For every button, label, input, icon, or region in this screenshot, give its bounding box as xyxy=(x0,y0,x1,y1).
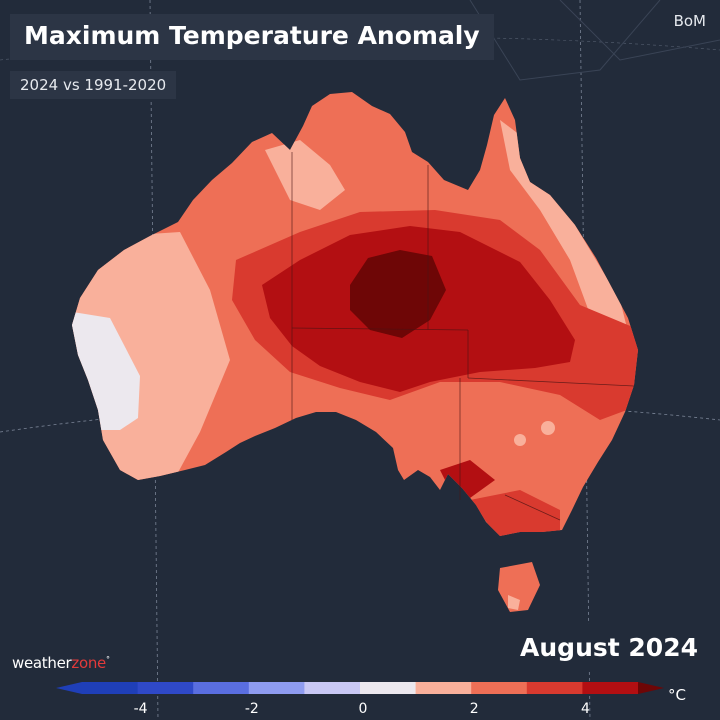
zone-central-5-plus xyxy=(350,250,446,338)
legend-bin xyxy=(248,682,305,694)
legend-bin xyxy=(137,682,194,694)
state-borders xyxy=(291,152,635,521)
legend-bin xyxy=(471,682,528,694)
legend-bin xyxy=(360,682,417,694)
data-source-label: BoM xyxy=(673,12,706,30)
zone-pocket xyxy=(514,434,526,446)
legend-unit: °C xyxy=(668,686,686,704)
legend-tick-label: -2 xyxy=(245,701,259,717)
legend-bin xyxy=(193,682,250,694)
zone-south-3-4 xyxy=(470,490,560,536)
legend-tick-label: 0 xyxy=(359,701,368,717)
legend-arrow-high xyxy=(638,682,664,694)
zone-west-1-2 xyxy=(72,232,230,500)
legend-ticks: -4 -2 0 2 4 xyxy=(134,701,590,717)
tasmania-zone xyxy=(508,595,520,610)
color-legend: -4 -2 0 2 4 xyxy=(56,682,664,717)
map-subtitle: 2024 vs 1991-2020 xyxy=(10,71,177,99)
legend-bin xyxy=(304,682,361,694)
map-title: Maximum Temperature Anomaly xyxy=(10,14,494,60)
zone-pocket xyxy=(150,290,170,310)
legend-tick-label: -4 xyxy=(134,701,148,717)
legend-bin xyxy=(415,682,472,694)
date-label: August 2024 xyxy=(508,624,710,672)
legend-arrow-low xyxy=(56,682,82,694)
logo-accent: zone xyxy=(71,654,106,672)
legend-bin xyxy=(82,682,139,694)
legend-tick-label: 2 xyxy=(470,701,479,717)
legend-bins xyxy=(56,682,664,694)
zone-pocket xyxy=(541,421,555,435)
logo-prefix: weather xyxy=(12,654,72,672)
legend-bin xyxy=(526,682,583,694)
weatherzone-logo: weatherzone° xyxy=(12,654,110,672)
legend-bin xyxy=(582,682,639,694)
logo-mark: ° xyxy=(105,655,110,664)
zone-north-1-2 xyxy=(265,140,345,210)
legend-tick-label: 4 xyxy=(581,701,590,717)
